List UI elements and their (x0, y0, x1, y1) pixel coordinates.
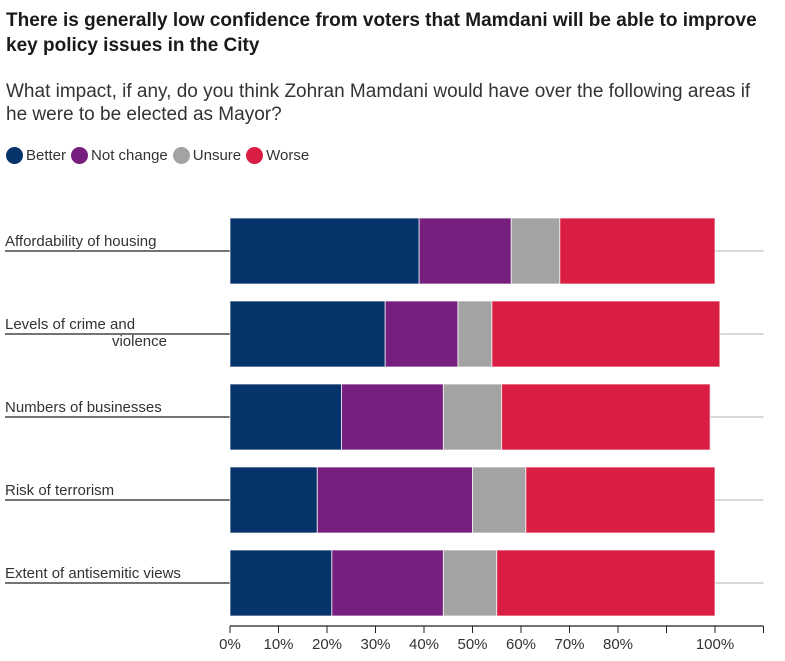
category-label: Numbers of businesses (5, 399, 162, 416)
legend-label: Better (26, 147, 67, 164)
legend: Better Not change Unsure Worse (6, 147, 314, 164)
bar-segment-not-change (331, 549, 444, 617)
chart-title: There is generally low confidence from v… (6, 10, 757, 56)
x-tick-label: 40% (409, 636, 439, 653)
legend-label: Not change (91, 147, 168, 164)
bar-segment-unsure (472, 466, 527, 534)
bar-segment-not-change (316, 466, 473, 534)
x-tick-label: 50% (457, 636, 487, 653)
category-label-line2: violence (112, 333, 167, 350)
bar-segment-not-change (341, 383, 444, 451)
bar-segment-worse (491, 300, 721, 368)
chart-subtitle: What impact, if any, do you think Zohran… (6, 81, 751, 125)
legend-item-better: Better (6, 147, 66, 164)
x-tick-label: 60% (506, 636, 536, 653)
bar-segment-better (229, 383, 343, 451)
legend-swatch-better (6, 147, 23, 164)
x-tick-label: 70% (554, 636, 584, 653)
bar-segment-unsure (442, 383, 503, 451)
bar-segment-better (229, 300, 386, 368)
x-tick-label: 20% (312, 636, 342, 653)
bar-segment-worse (559, 217, 716, 285)
bar-segment-unsure (510, 217, 561, 285)
x-tick-label: 30% (360, 636, 390, 653)
legend-swatch-unsure (172, 147, 190, 164)
bar-segment-better (229, 549, 333, 617)
x-tick-label: 100% (696, 636, 734, 653)
legend-item-not-change: Not change (71, 147, 168, 164)
legend-swatch-worse (246, 147, 264, 164)
legend-swatch-not-change (71, 147, 89, 164)
bar-segment-unsure (457, 300, 493, 368)
category-label: Affordability of housing (5, 233, 157, 250)
legend-label: Unsure (192, 147, 242, 164)
category-label: Risk of terrorism (5, 482, 114, 499)
x-tick-label: 0% (219, 636, 241, 653)
legend-item-unsure: Unsure (172, 147, 242, 164)
bar-segment-worse (525, 466, 716, 534)
bar-segment-worse (496, 549, 716, 617)
bar-segment-better (229, 466, 318, 534)
bar-segment-unsure (442, 549, 498, 617)
bar-segment-not-change (384, 300, 459, 368)
x-tick-label: 80% (603, 636, 633, 653)
x-tick-label: 10% (263, 636, 293, 653)
category-label: Extent of antisemitic views (5, 565, 181, 582)
bar-segment-not-change (418, 217, 512, 285)
bar-segment-better (229, 217, 420, 285)
legend-label: Worse (266, 147, 310, 164)
legend-item-worse: Worse (246, 147, 309, 164)
bar-segment-worse (501, 383, 711, 451)
category-label: Levels of crime and (5, 316, 135, 333)
